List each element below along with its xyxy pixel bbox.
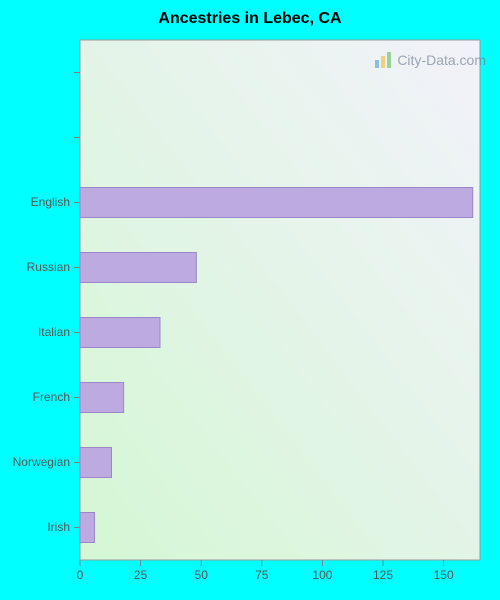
chart-plot-wrap bbox=[80, 40, 480, 560]
bar bbox=[80, 188, 473, 218]
y-axis-label: Russian bbox=[27, 260, 70, 274]
watermark: City-Data.com bbox=[373, 50, 486, 70]
bar bbox=[80, 318, 160, 348]
bar bbox=[80, 383, 124, 413]
chart-stage: Ancestries in Lebec, CA City-Data.com En… bbox=[0, 0, 500, 600]
x-axis-label: 100 bbox=[312, 568, 332, 582]
x-axis-label: 125 bbox=[373, 568, 393, 582]
bar bbox=[80, 448, 112, 478]
y-axis-label: English bbox=[31, 195, 70, 209]
x-axis-label: 150 bbox=[434, 568, 454, 582]
chart-title: Ancestries in Lebec, CA bbox=[0, 10, 500, 28]
watermark-text: City-Data.com bbox=[397, 52, 486, 68]
y-axis-label: Irish bbox=[47, 520, 70, 534]
chart-svg bbox=[80, 40, 480, 560]
x-axis-label: 25 bbox=[134, 568, 147, 582]
x-axis-label: 0 bbox=[77, 568, 84, 582]
bar-chart-icon bbox=[373, 50, 393, 70]
y-axis-label: Norwegian bbox=[13, 455, 70, 469]
x-axis-label: 75 bbox=[255, 568, 268, 582]
bar bbox=[80, 513, 95, 543]
y-axis-label: French bbox=[33, 390, 70, 404]
y-axis-label: Italian bbox=[38, 325, 70, 339]
bar bbox=[80, 253, 196, 283]
x-axis-label: 50 bbox=[195, 568, 208, 582]
